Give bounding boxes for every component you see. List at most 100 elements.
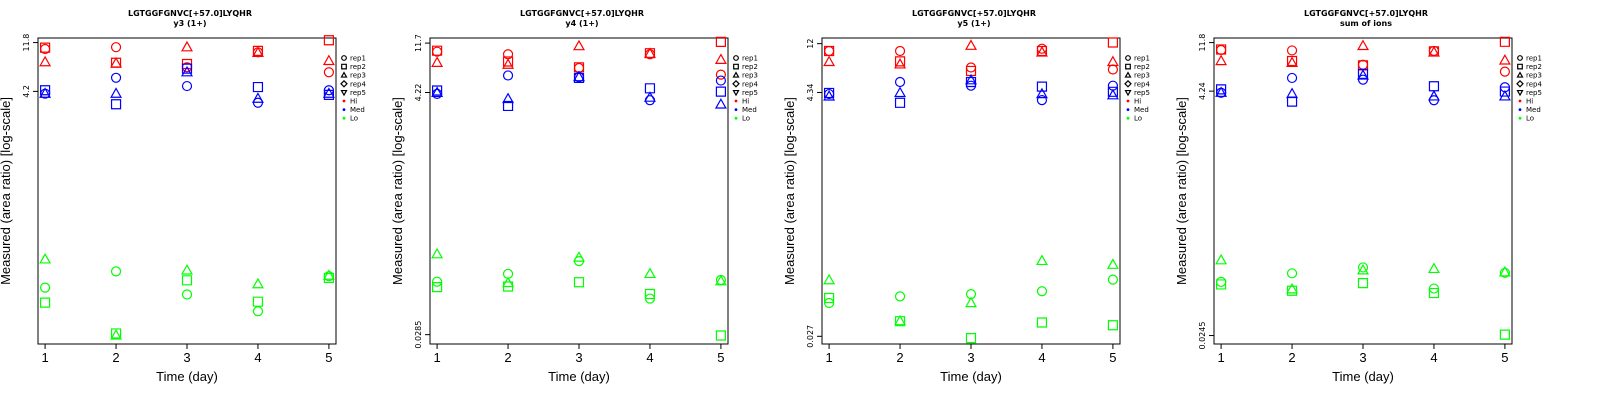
data-point-lo-rep3 xyxy=(1035,254,1048,266)
legend-label-lo: Lo xyxy=(1134,115,1142,123)
y-tick-label: 11.8 xyxy=(1198,34,1207,52)
data-point-hi-rep2 xyxy=(39,42,51,53)
data-point-lo-rep2 xyxy=(644,288,656,300)
legend-dot-hi xyxy=(734,99,738,103)
data-point-med-rep3 xyxy=(1106,88,1119,100)
x-tick-label: 3 xyxy=(575,350,582,365)
data-point-lo-rep1 xyxy=(252,306,264,317)
legend-dot-med xyxy=(1126,108,1130,111)
legend-marker-rep5 xyxy=(340,89,348,97)
data-point-med-rep3 xyxy=(573,70,585,82)
legend-label-rep3: rep3 xyxy=(742,72,758,80)
data-point-lo-rep2 xyxy=(573,277,585,288)
x-tick-label: 1 xyxy=(825,350,832,365)
data-point-hi-rep1 xyxy=(1286,45,1298,56)
y-axis-label: Measured (area ratio) [log-scale] xyxy=(1174,97,1189,285)
data-point-med-rep1 xyxy=(181,80,193,92)
data-point-med-rep2 xyxy=(110,99,122,110)
data-point-lo-rep3 xyxy=(823,273,836,285)
x-tick-label: 5 xyxy=(1109,350,1116,365)
data-point-med-rep3 xyxy=(714,98,727,109)
y-axis-label: Measured (area ratio) [log-scale] xyxy=(390,97,405,285)
data-point-med-rep3 xyxy=(1035,87,1048,99)
x-tick-label: 3 xyxy=(1359,350,1366,365)
legend-marker-rep1 xyxy=(1517,55,1523,61)
data-point-hi-rep2 xyxy=(431,45,443,56)
data-point-med-rep2 xyxy=(894,97,906,108)
x-tick-label: 5 xyxy=(717,350,724,365)
legend-label-rep1: rep1 xyxy=(742,55,758,63)
data-point-lo-rep3 xyxy=(1215,253,1228,265)
data-point-hi-rep1 xyxy=(965,62,977,73)
chart-title: LGTGGFGNVC[+57.0]LYQHR xyxy=(912,9,1036,18)
data-point-lo-rep1 xyxy=(181,289,193,300)
data-point-hi-rep2 xyxy=(965,65,977,77)
legend-marker-rep3 xyxy=(732,71,740,78)
legend-dot-hi xyxy=(1518,99,1522,103)
data-point-med-rep3 xyxy=(181,65,193,77)
data-point-lo-rep3 xyxy=(965,296,977,308)
data-point-hi-rep3 xyxy=(39,55,52,67)
data-point-lo-rep1 xyxy=(431,276,443,287)
x-tick-label: 4 xyxy=(254,350,261,365)
data-point-hi-rep3 xyxy=(1035,46,1048,57)
x-tick-label: 2 xyxy=(896,350,903,365)
x-tick-label: 3 xyxy=(183,350,190,365)
data-point-hi-rep2 xyxy=(323,35,335,46)
x-tick-label: 5 xyxy=(325,350,332,365)
data-point-hi-rep2 xyxy=(502,56,514,67)
data-point-hi-rep1 xyxy=(1499,66,1511,77)
legend-label-hi: Hi xyxy=(1526,98,1533,106)
data-point-med-rep2 xyxy=(823,87,835,99)
legend-marker-rep3 xyxy=(1124,71,1132,78)
data-point-hi-rep1 xyxy=(1107,64,1119,75)
x-axis-label: Time (day) xyxy=(940,369,1002,384)
legend-label-rep2: rep2 xyxy=(350,63,366,71)
legend-label-rep4: rep4 xyxy=(1134,80,1150,88)
legend-dot-med xyxy=(342,108,346,111)
data-point-lo-rep3 xyxy=(322,269,335,280)
data-point-med-rep3 xyxy=(39,87,52,98)
legend-dot-med xyxy=(734,108,738,111)
x-tick-label: 4 xyxy=(1038,350,1045,365)
data-point-lo-rep2 xyxy=(965,333,977,344)
data-point-med-rep3 xyxy=(502,92,515,104)
data-point-lo-rep2 xyxy=(252,296,264,307)
data-point-med-rep2 xyxy=(1036,81,1048,92)
legend-label-rep4: rep4 xyxy=(1526,80,1542,88)
data-point-hi-rep3 xyxy=(1286,56,1299,68)
data-point-hi-rep3 xyxy=(714,53,727,64)
data-point-lo-rep3 xyxy=(573,251,585,262)
data-point-med-rep2 xyxy=(715,86,727,97)
data-point-med-rep2 xyxy=(502,100,514,112)
data-point-med-rep3 xyxy=(251,92,264,103)
data-point-med-rep3 xyxy=(110,87,123,98)
data-point-lo-rep2 xyxy=(39,297,51,308)
data-point-hi-rep2 xyxy=(823,45,835,57)
x-tick-label: 1 xyxy=(433,350,440,365)
data-point-med-rep2 xyxy=(39,85,51,96)
data-point-med-rep3 xyxy=(965,73,977,85)
data-point-hi-rep3 xyxy=(1498,54,1511,65)
data-point-lo-rep1 xyxy=(1215,276,1227,287)
chart-title: LGTGGFGNVC[+57.0]LYQHR xyxy=(1304,9,1428,18)
x-axis-label: Time (day) xyxy=(1332,369,1394,384)
data-point-med-rep2 xyxy=(1107,86,1118,97)
data-point-med-rep3 xyxy=(1215,86,1228,97)
data-point-hi-rep2 xyxy=(894,56,906,67)
data-point-lo-rep3 xyxy=(1357,263,1369,275)
data-point-hi-rep1 xyxy=(110,42,122,53)
legend-label-hi: Hi xyxy=(1134,98,1141,106)
legend-marker-rep2 xyxy=(733,63,739,70)
chart-subtitle: y4 (1+) xyxy=(565,19,598,28)
data-point-lo-rep2 xyxy=(181,275,193,286)
x-tick-label: 2 xyxy=(504,350,511,365)
data-point-med-rep3 xyxy=(643,91,656,102)
data-point-lo-rep3 xyxy=(714,274,727,286)
data-point-hi-rep3 xyxy=(181,40,193,52)
data-point-med-rep3 xyxy=(322,87,335,98)
legend-marker-rep2 xyxy=(1517,63,1523,70)
y-axis-label: Measured (area ratio) [log-scale] xyxy=(782,97,797,285)
